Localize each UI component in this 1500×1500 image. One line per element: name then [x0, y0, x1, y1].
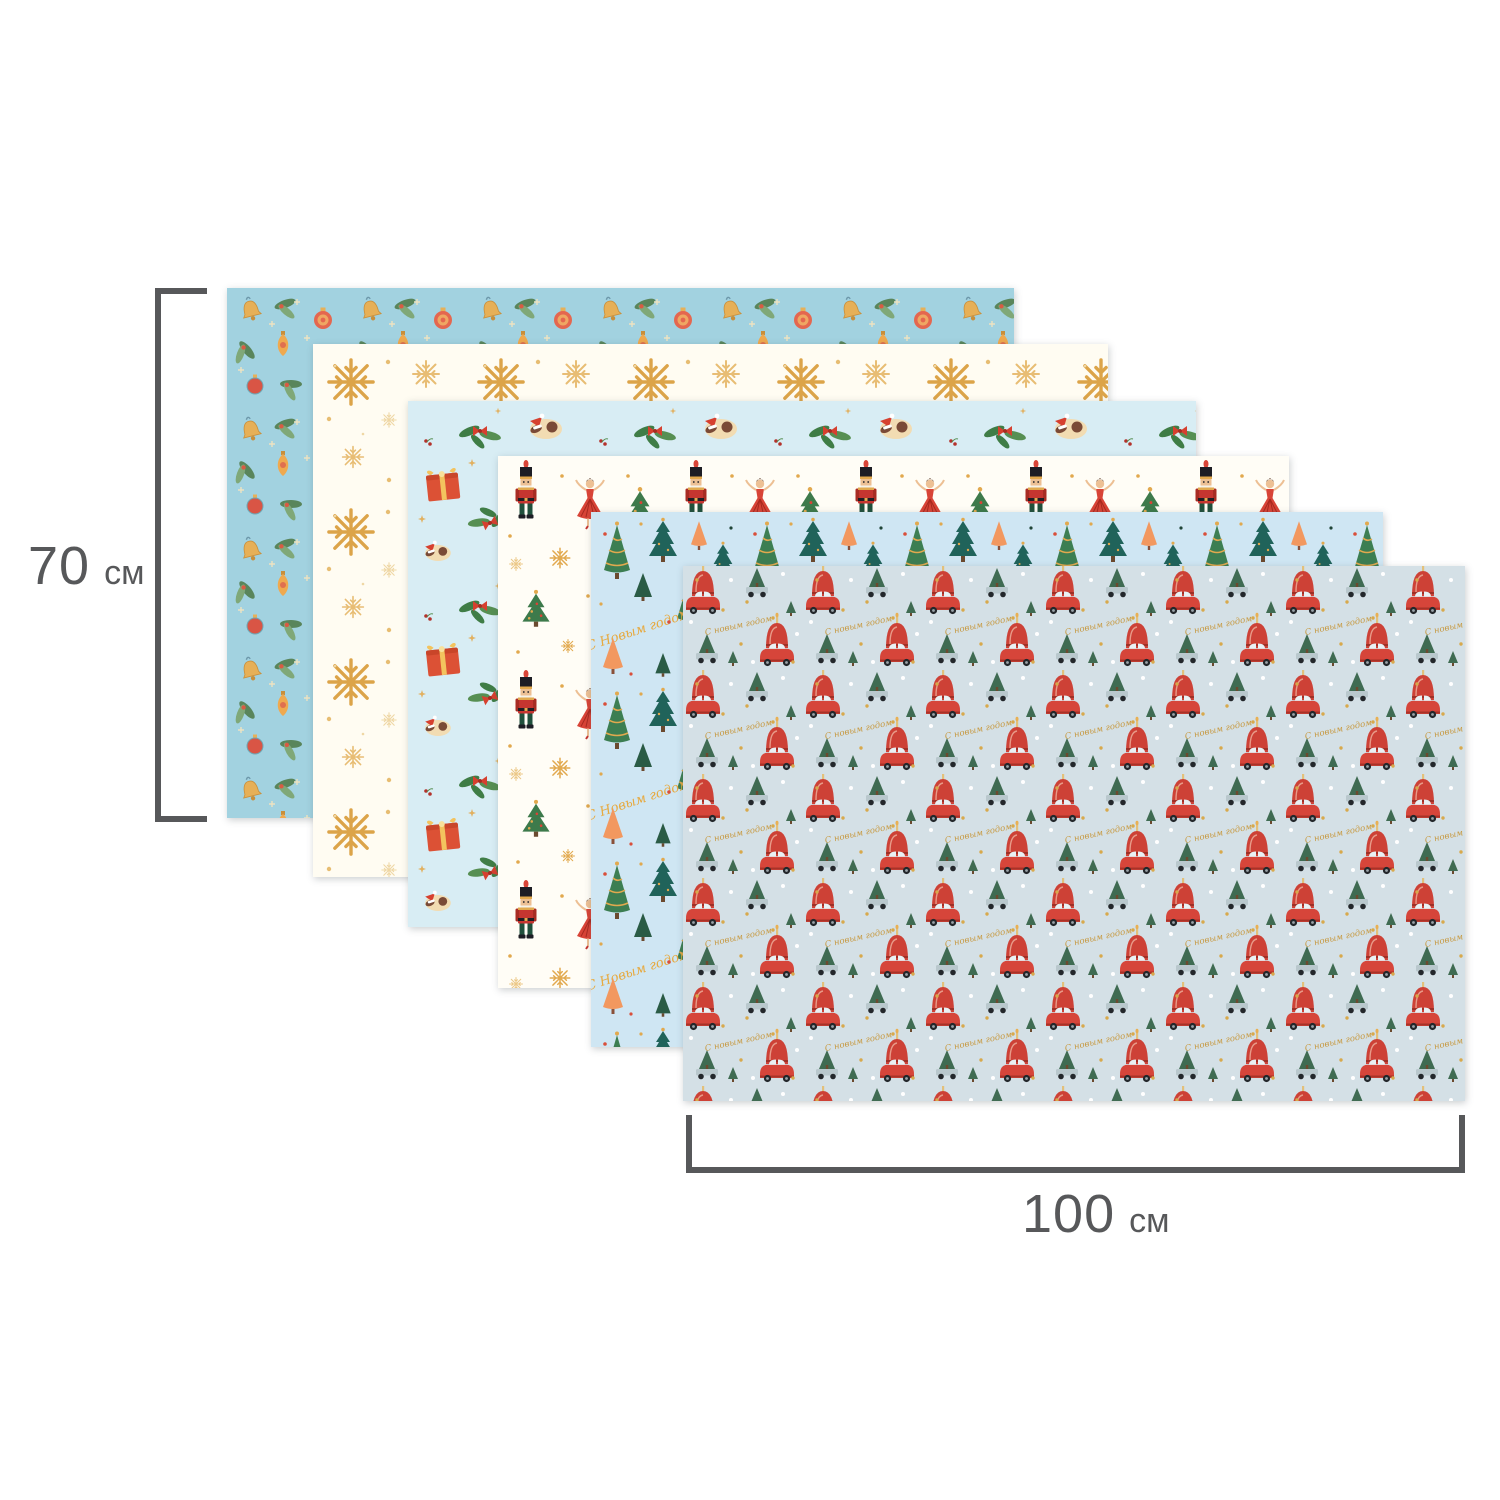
width-value: 100 — [1022, 1184, 1116, 1244]
height-dimension-line — [155, 288, 161, 822]
width-dimension-line — [686, 1167, 1465, 1173]
height-dimension-tick-top — [155, 288, 207, 294]
height-dimension-label: 70 см — [28, 535, 144, 597]
wrapping-paper-sheet-cars: С новым годом — [683, 566, 1465, 1101]
cars-pattern-svg: С новым годом — [683, 566, 1465, 1101]
height-value: 70 — [28, 536, 91, 596]
width-dimension-label: 100 см — [1022, 1183, 1169, 1245]
width-dimension-tick-right — [1459, 1115, 1465, 1173]
height-unit: см — [104, 554, 145, 592]
width-dimension-tick-left — [686, 1115, 692, 1173]
width-unit: см — [1129, 1202, 1170, 1240]
height-dimension-tick-bottom — [155, 816, 207, 822]
